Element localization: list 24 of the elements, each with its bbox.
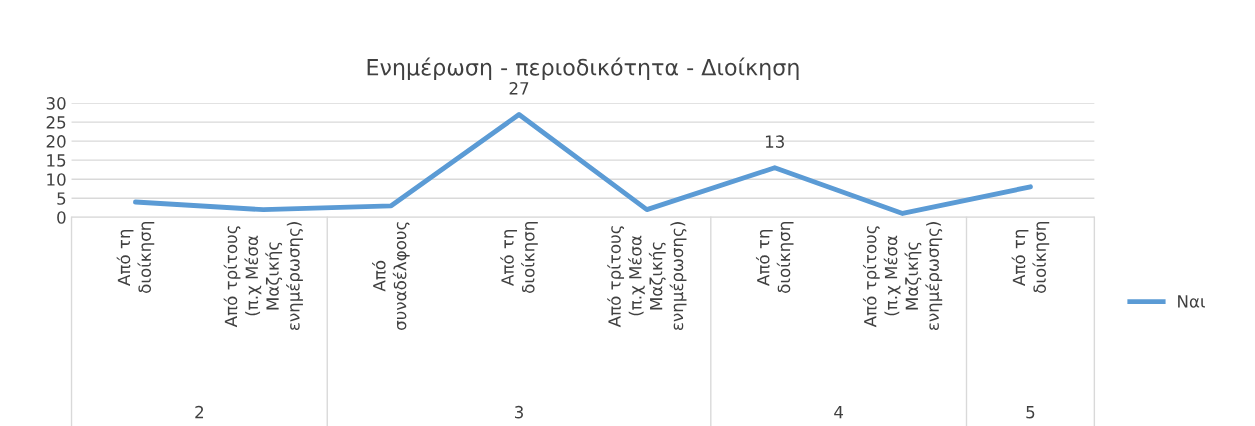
y-tick-label: 15 bbox=[47, 154, 66, 167]
data-label: 13 bbox=[765, 135, 784, 148]
line-series bbox=[133, 112, 1033, 216]
y-tick-label: 20 bbox=[46, 135, 66, 148]
text: 4 bbox=[834, 406, 844, 419]
x-tick-label: Από τρίτους (π.χ Μέσα Μαζικής ενημέρωσης) bbox=[862, 222, 943, 331]
y-tick-label: 30 bbox=[46, 97, 66, 110]
y-tick-label: 5 bbox=[57, 192, 66, 205]
x-tick-label: Από συναδέλφους bbox=[372, 222, 410, 330]
x-tick-label: Από τρίτους (π.χ Μέσα Μαζικής ενημέρωσης) bbox=[607, 222, 687, 331]
x-tick-label: Από τη διοίκηση bbox=[755, 222, 794, 293]
x-tick-label: Από τη διοίκηση bbox=[1011, 222, 1050, 293]
y-tick-label: 25 bbox=[46, 116, 66, 129]
text: 3 bbox=[514, 405, 523, 419]
legend-label: Ναι bbox=[1178, 295, 1205, 308]
text: 2 bbox=[195, 405, 204, 419]
text: 5 bbox=[1026, 406, 1035, 419]
y-tick-label: 0 bbox=[57, 211, 66, 224]
y-tick-label: 10 bbox=[47, 173, 66, 186]
x-tick-label: Από τη διοίκηση bbox=[500, 222, 538, 293]
x-tick-label: Από τρίτους (π.χ Μέσα Μαζικής ενημέρωσης) bbox=[223, 222, 303, 331]
chart-title: Ενημέρωση - περιοδικότητα - Διοίκηση bbox=[367, 57, 799, 80]
x-tick-label: Από τη διοίκηση bbox=[116, 222, 155, 293]
data-label: 27 bbox=[509, 82, 529, 95]
